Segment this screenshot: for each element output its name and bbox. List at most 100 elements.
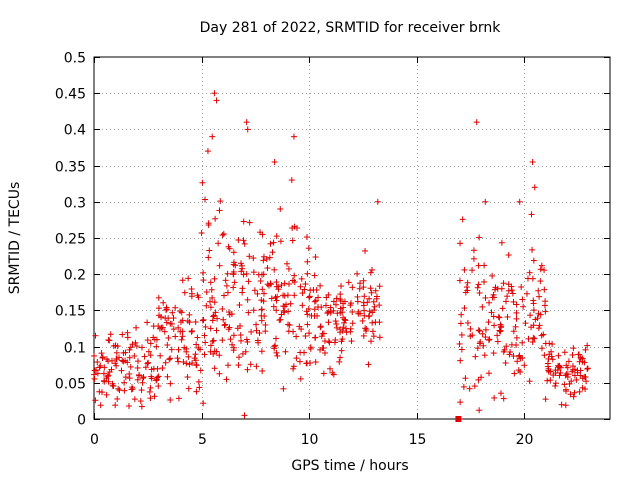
data-point	[253, 327, 260, 334]
data-point	[135, 358, 142, 365]
data-point	[235, 354, 242, 361]
data-point	[113, 349, 120, 356]
data-point	[273, 297, 280, 304]
data-point	[302, 333, 309, 340]
data-point	[497, 390, 504, 397]
data-point	[331, 339, 338, 346]
data-point	[154, 365, 161, 372]
data-point	[526, 378, 533, 385]
data-point	[238, 268, 245, 275]
data-point	[494, 338, 501, 345]
data-point	[112, 402, 119, 409]
data-point	[147, 395, 154, 402]
data-point	[260, 257, 267, 264]
data-point	[325, 319, 332, 326]
data-point	[167, 355, 174, 362]
data-point	[305, 305, 312, 312]
data-point	[179, 328, 186, 335]
data-point	[311, 298, 318, 305]
data-point-notable	[211, 90, 218, 97]
data-point	[332, 301, 339, 308]
data-point	[153, 377, 160, 384]
data-point	[134, 364, 141, 371]
data-point	[334, 310, 341, 317]
data-point	[229, 341, 236, 348]
data-point	[535, 325, 542, 332]
data-point	[266, 254, 273, 261]
data-point	[94, 370, 101, 377]
data-point	[293, 355, 300, 362]
y-tick-label: 0.2	[64, 268, 86, 284]
data-point	[254, 337, 261, 344]
data-point	[333, 295, 340, 302]
data-point	[456, 277, 463, 284]
data-point	[529, 246, 536, 253]
data-point	[91, 352, 98, 359]
data-point	[457, 320, 464, 327]
data-point	[253, 363, 260, 370]
data-point	[362, 247, 369, 254]
data-point	[576, 388, 583, 395]
data-point	[320, 345, 327, 352]
data-point	[336, 358, 343, 365]
data-point	[221, 322, 228, 329]
data-point	[376, 302, 383, 309]
data-point	[456, 340, 463, 347]
data-point	[160, 299, 167, 306]
data-point-notable	[473, 119, 480, 126]
data-point	[299, 290, 306, 297]
data-point	[366, 308, 373, 315]
data-point	[118, 367, 125, 374]
x-axis-label: GPS time / hours	[291, 458, 408, 474]
data-point	[531, 335, 538, 342]
data-point	[312, 334, 319, 341]
data-point	[181, 289, 188, 296]
data-point	[155, 294, 162, 301]
data-point	[489, 294, 496, 301]
data-point	[582, 346, 589, 353]
data-point	[463, 284, 470, 291]
y-tick-label: 0.25	[55, 232, 86, 248]
data-point	[312, 254, 319, 261]
data-point	[495, 313, 502, 320]
data-point	[304, 270, 311, 277]
data-point	[459, 216, 466, 223]
data-point	[570, 393, 577, 400]
data-point	[301, 349, 308, 356]
data-point	[244, 296, 251, 303]
data-point	[523, 290, 530, 297]
data-point	[242, 348, 249, 355]
data-point-notable	[482, 198, 489, 205]
data-point	[168, 346, 175, 353]
data-point	[205, 221, 212, 228]
data-point	[166, 356, 173, 363]
data-point	[464, 319, 471, 326]
data-point	[264, 281, 271, 288]
data-point	[354, 270, 361, 277]
data-point	[512, 323, 519, 330]
data-point	[481, 262, 488, 269]
data-point	[303, 234, 310, 241]
data-point	[492, 284, 499, 291]
data-point	[491, 322, 498, 329]
data-point	[296, 358, 303, 365]
data-point	[333, 320, 340, 327]
data-point	[140, 374, 147, 381]
data-point	[368, 289, 375, 296]
data-point	[360, 284, 367, 291]
data-point	[163, 319, 170, 326]
data-point	[471, 383, 478, 390]
data-point	[97, 362, 104, 369]
data-point	[569, 368, 576, 375]
y-tick-label: 0.1	[64, 341, 86, 357]
data-point	[216, 370, 223, 377]
data-point	[503, 343, 510, 350]
data-point	[315, 294, 322, 301]
data-point	[508, 287, 515, 294]
data-point	[528, 324, 535, 331]
data-point	[238, 262, 245, 269]
data-point	[245, 309, 252, 316]
data-point	[138, 387, 145, 394]
data-point	[519, 296, 526, 303]
data-point	[208, 286, 215, 293]
